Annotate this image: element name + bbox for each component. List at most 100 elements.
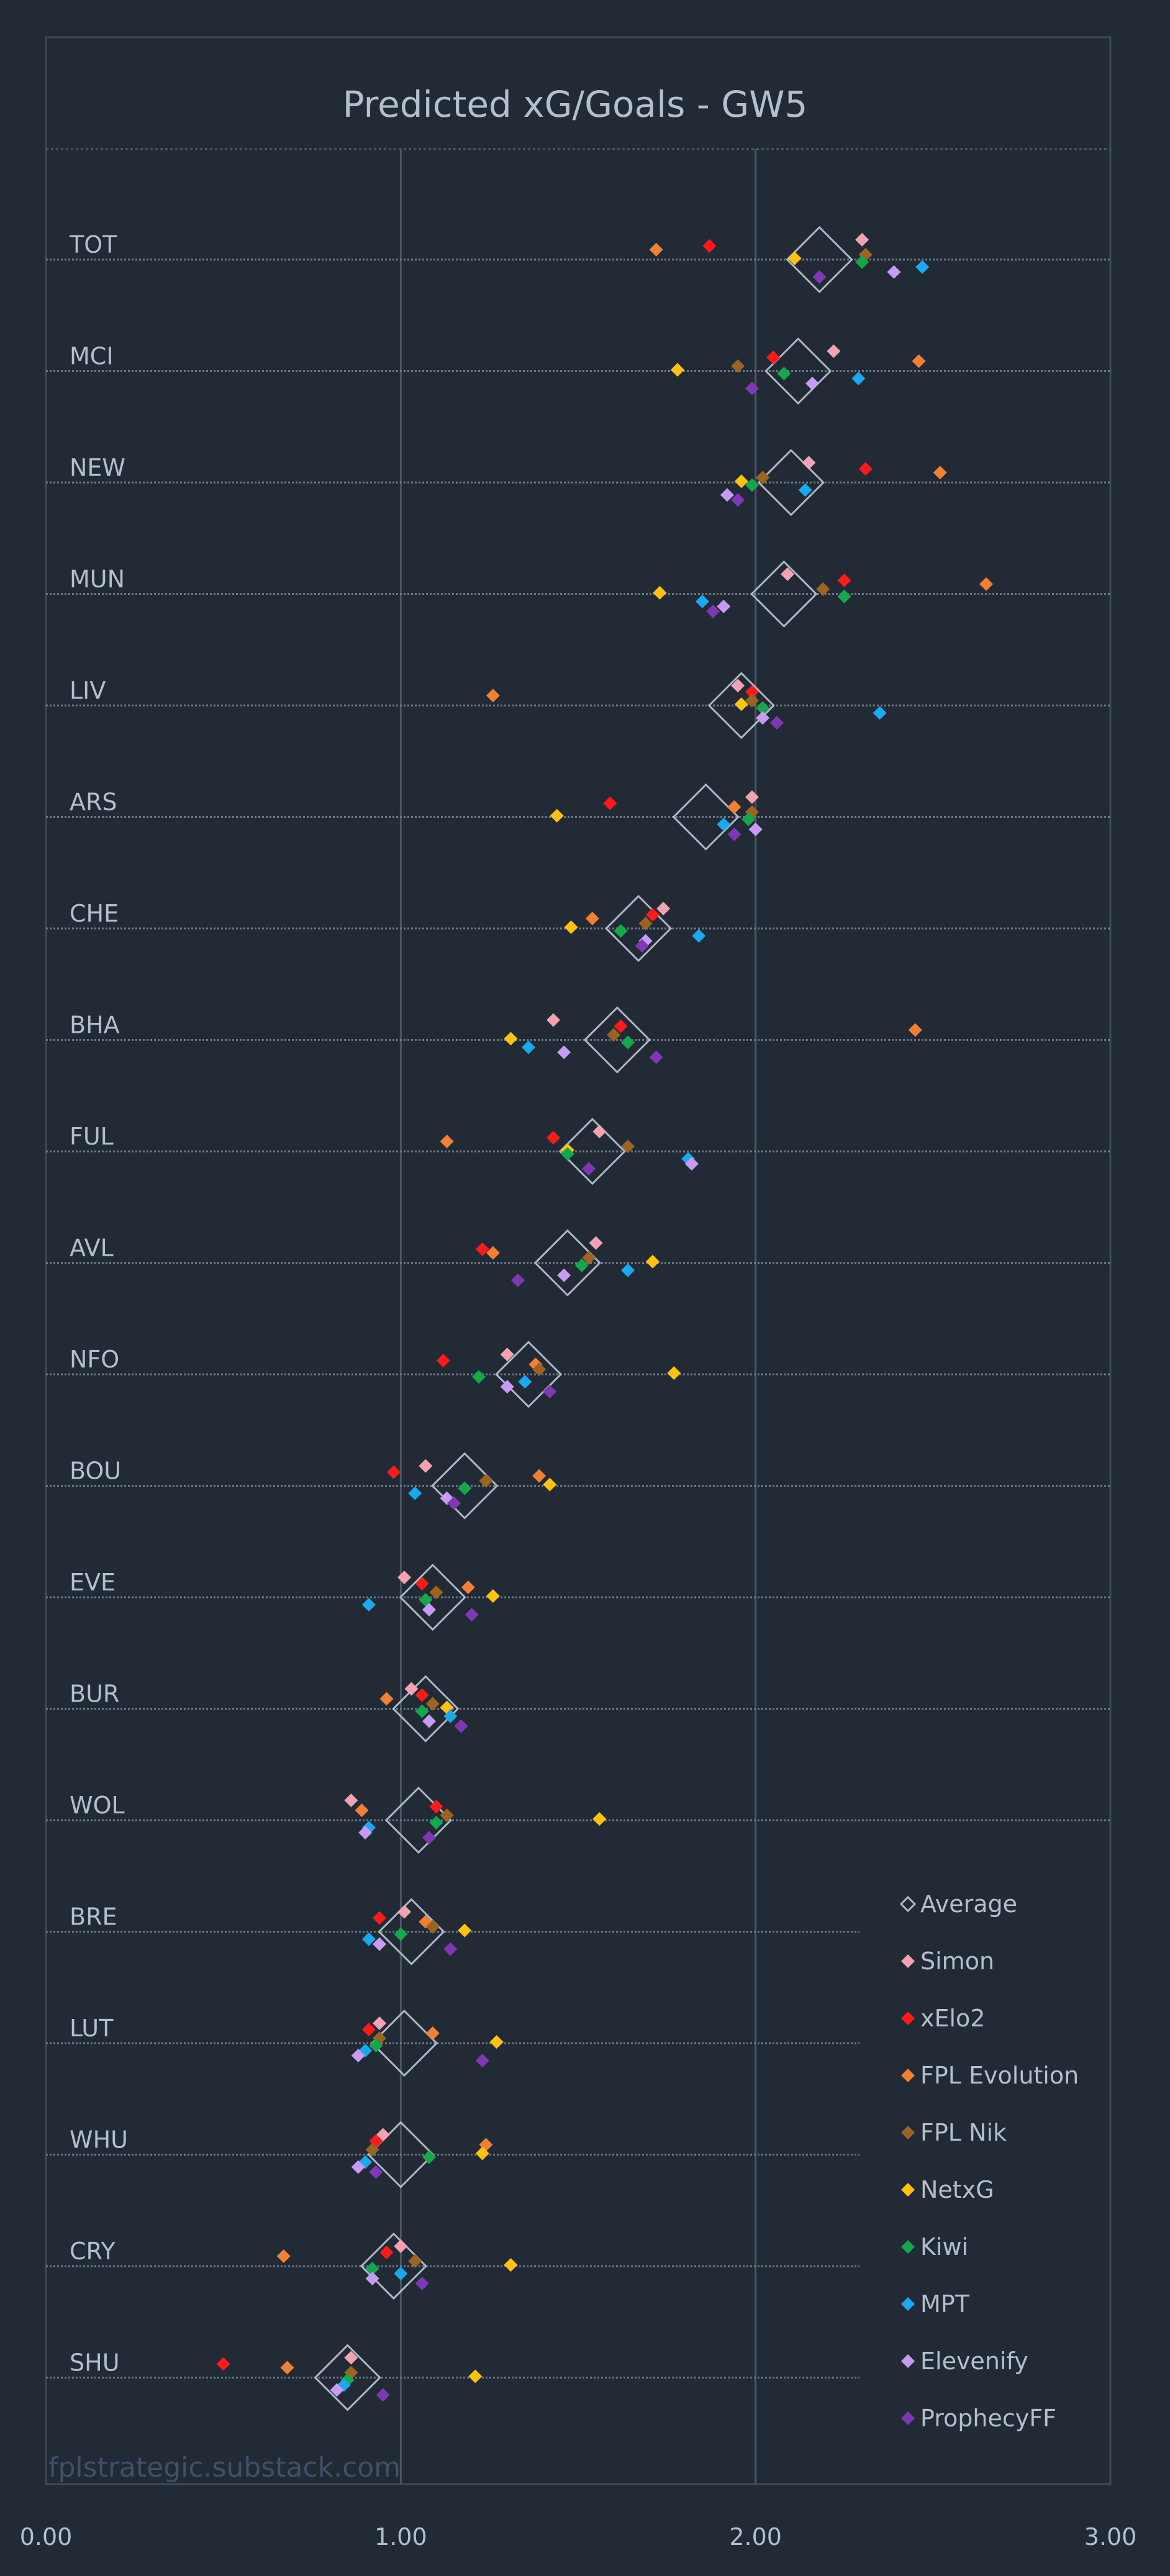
average-marker [399,1563,466,1631]
data-point-fpl-nik [425,1920,440,1934]
data-point-elevenify [351,2160,365,2174]
watermark: fplstrategic.substack.com [48,2452,401,2483]
average-marker [583,1006,651,1074]
data-point-kiwi [394,1927,408,1941]
data-point-fpl-evolution [425,2026,440,2040]
data-point-fpl-nik [756,471,770,484]
data-point-elevenify [373,1937,387,1951]
data-point-netxg [504,2258,518,2272]
data-point-elevenify [330,2383,344,2397]
data-point-netxg [564,920,578,934]
x-tick-label: 2.00 [729,2523,782,2551]
team-label: EVE [70,1569,116,1596]
chart-title: Predicted xG/Goals - GW5 [343,83,808,125]
data-point-simon [394,2239,408,2253]
legend-label: FPL Nik [920,2119,1007,2146]
average-marker [392,1675,460,1743]
data-point-mpt [361,1932,376,1946]
data-point-fpl-nik [607,1028,621,1042]
data-point-xelo2 [603,796,617,810]
data-point-xelo2 [216,2357,230,2371]
data-point-xelo2 [436,1354,450,1367]
data-point-xelo2 [475,1242,489,1256]
data-point-mpt [522,1040,536,1054]
data-point-elevenify [557,1045,571,1059]
legend-swatch [901,2183,915,2197]
average-marker [558,1117,626,1186]
data-point-simon [589,1236,603,1250]
data-point-kiwi [614,924,628,938]
data-point-xelo2 [645,908,660,922]
data-point-kiwi [620,1035,635,1050]
data-point-netxg [486,1589,500,1603]
data-point-fpl-evolution [486,689,500,702]
x-tick-label: 0.00 [20,2523,73,2551]
data-point-netxg [734,474,748,488]
data-point-xelo2 [546,1131,561,1145]
data-point-elevenify [358,1826,373,1839]
data-point-fpl-nik [638,917,653,930]
data-point-prophecyff [510,1273,525,1287]
data-point-fpl-evolution [276,2249,291,2263]
data-point-elevenify [351,2049,365,2062]
data-point-fpl-nik [532,1363,546,1376]
data-point-fpl-evolution [532,1469,546,1483]
data-point-mpt [361,1598,376,1612]
legend-label: xElo2 [920,2005,985,2032]
data-point-fpl-nik [429,1585,443,1599]
data-point-prophecyff [582,1162,596,1176]
team-label: TOT [69,231,117,258]
data-point-elevenify [365,2272,379,2285]
team-label: SHU [70,2349,120,2377]
legend-swatch [899,1895,917,1913]
average-marker [494,1340,563,1408]
data-point-netxg [787,252,802,265]
data-point-simon [656,902,671,915]
data-point-prophecyff [745,381,759,396]
data-point-kiwi [472,1370,486,1384]
data-point-prophecyff [369,2165,383,2179]
data-point-fpl-evolution [461,1581,475,1594]
average-marker [314,2344,381,2411]
team-label: NFO [70,1346,119,1373]
data-point-elevenify [557,1268,571,1282]
data-point-netxg [489,2035,504,2049]
data-point-prophecyff [543,1385,557,1399]
data-point-simon [592,1125,607,1138]
data-point-netxg [645,1254,660,1269]
legend-swatch [901,2069,915,2082]
average-marker [707,671,775,740]
data-point-xelo2 [386,1465,401,1479]
average-marker [605,894,673,963]
legend-label: Simon [920,1948,994,1975]
data-point-fpl-evolution [486,1246,500,1260]
data-point-xelo2 [858,462,873,476]
data-point-elevenify [748,822,763,837]
data-point-kiwi [777,366,791,381]
data-point-simon [855,233,869,247]
data-point-fpl-nik [816,582,830,596]
data-point-fpl-evolution [379,1692,394,1706]
average-marker [764,337,832,405]
data-point-mpt [717,817,731,832]
data-point-xelo2 [745,685,759,699]
team-label: BRE [70,1903,117,1931]
data-point-xelo2 [702,239,717,253]
data-point-kiwi [574,1258,589,1272]
data-point-kiwi [429,1816,443,1830]
legend-label: Average [920,1890,1017,1918]
data-point-kiwi [422,2150,437,2164]
data-point-netxg [667,1366,681,1380]
legend-swatch [901,2297,915,2311]
data-point-elevenify [756,711,770,725]
team-label: BHA [70,1012,120,1039]
data-point-prophecyff [447,1496,461,1510]
data-point-netxg [475,2146,489,2161]
legend-swatch [901,2411,915,2425]
data-point-prophecyff [812,270,827,284]
team-label: WHU [70,2126,128,2154]
data-point-mpt [394,2267,408,2280]
data-point-prophecyff [635,939,649,953]
average-marker [370,2009,438,2077]
team-label: AVL [70,1235,114,1262]
